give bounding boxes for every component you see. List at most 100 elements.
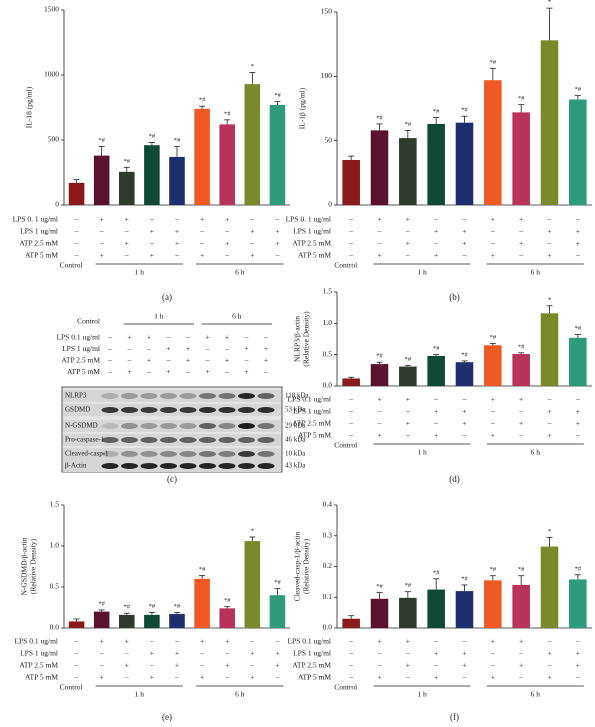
error-bar — [274, 588, 281, 596]
condition-sign: – — [149, 215, 154, 224]
error-bar — [148, 612, 155, 615]
error-bar — [461, 584, 468, 592]
condition-sign: – — [348, 407, 353, 416]
significance-label: *# — [575, 325, 582, 332]
error-bar — [546, 536, 553, 547]
y-axis-label: IL-1β (pg/ml) — [298, 87, 307, 129]
error-bar — [73, 179, 80, 183]
condition-sign: + — [519, 239, 523, 248]
condition-sign: – — [249, 215, 254, 224]
group-label: 1 h — [417, 448, 427, 457]
kda-label: 10 kDa — [285, 450, 306, 458]
condition-sign: – — [99, 649, 104, 658]
y-axis-label: Cleaved-casp-1/β-actin — [293, 531, 302, 601]
condition-sign: – — [74, 661, 79, 670]
condition-sign: + — [250, 251, 254, 260]
y-tick-label: 0.5 — [323, 349, 333, 358]
condition-sign: + — [200, 673, 204, 682]
significance-label: *# — [274, 92, 281, 99]
condition-sign: – — [377, 661, 382, 670]
bar — [219, 608, 236, 628]
condition-label: ATP 2.5 mM — [292, 239, 331, 248]
condition-sign: – — [518, 251, 523, 260]
condition-sign: – — [490, 407, 495, 416]
condition-sign: + — [377, 431, 381, 440]
bar — [118, 171, 135, 205]
group-label: 6 h — [232, 312, 242, 321]
group-label: 1 h — [417, 690, 427, 699]
condition-sign: – — [185, 367, 190, 376]
significance-label: * — [548, 528, 551, 535]
condition-sign: – — [518, 673, 523, 682]
condition-label: LPS 1 ug/ml — [293, 407, 331, 416]
panel-caption: (b) — [449, 292, 460, 302]
condition-label: LPS 1 ug/ml — [293, 649, 331, 658]
condition-sign: + — [175, 649, 179, 658]
condition-sign: + — [434, 673, 438, 682]
significance-label: *# — [124, 604, 131, 611]
condition-sign: – — [74, 649, 79, 658]
condition-sign: + — [225, 661, 229, 670]
condition-sign: – — [462, 395, 467, 404]
condition-sign: + — [547, 431, 551, 440]
condition-sign: – — [275, 215, 280, 224]
significance-label: *# — [518, 95, 525, 102]
condition-sign: + — [406, 419, 410, 428]
bar — [484, 580, 502, 628]
bar — [455, 362, 474, 386]
bar — [399, 597, 417, 628]
y-tick-label: 0.1 — [323, 592, 333, 601]
blot-band — [218, 423, 236, 429]
bar — [399, 366, 417, 386]
significance-label: *# — [199, 97, 206, 104]
error-bar — [199, 105, 206, 109]
condition-sign: – — [547, 637, 552, 646]
y-tick-label: 150 — [321, 7, 333, 16]
condition-sign: + — [150, 251, 154, 260]
condition-sign: – — [99, 227, 104, 236]
condition-sign: – — [224, 673, 229, 682]
error-bar — [274, 101, 281, 105]
error-bar — [489, 68, 496, 81]
condition-sign: – — [74, 637, 79, 646]
blot-band — [218, 407, 236, 413]
error-bar — [123, 612, 130, 615]
condition-sign: + — [150, 649, 154, 658]
condition-label: LPS 1 ug/ml — [20, 227, 58, 236]
significance-label: * — [251, 527, 254, 534]
error-bar — [489, 575, 496, 581]
condition-sign: – — [146, 367, 151, 376]
condition-sign: – — [518, 407, 523, 416]
blot-band — [121, 393, 138, 399]
condition-sign: + — [250, 227, 254, 236]
kda-label: 29 kDa — [285, 422, 306, 430]
bar — [194, 108, 210, 205]
condition-label: ATP 2.5 mM — [61, 356, 100, 365]
condition-sign: – — [575, 431, 580, 440]
bar — [540, 313, 559, 386]
condition-sign: – — [124, 227, 129, 236]
group-label: Control — [77, 317, 100, 326]
condition-sign: – — [74, 239, 79, 248]
condition-sign: + — [205, 367, 209, 376]
blot-strip — [63, 448, 281, 460]
condition-sign: + — [275, 661, 279, 670]
y-tick-label: 1.0 — [323, 318, 333, 327]
condition-sign: – — [127, 344, 132, 353]
condition-sign: + — [491, 251, 495, 260]
group-label: Control — [60, 261, 83, 270]
error-bar — [404, 591, 411, 598]
y-tick-label: 0.0 — [323, 381, 333, 390]
significance-label: *# — [149, 133, 156, 140]
condition-sign: – — [433, 395, 438, 404]
condition-sign: – — [348, 431, 353, 440]
condition-sign: + — [147, 333, 151, 342]
condition-sign: + — [125, 215, 129, 224]
y-tick-label: 1000 — [44, 70, 59, 79]
error-bar — [461, 360, 468, 363]
blot-band — [121, 407, 138, 413]
condition-sign: + — [377, 637, 381, 646]
protein-label: N-GSDMD — [65, 422, 98, 430]
error-bar — [433, 117, 440, 124]
condition-sign: + — [462, 649, 466, 658]
